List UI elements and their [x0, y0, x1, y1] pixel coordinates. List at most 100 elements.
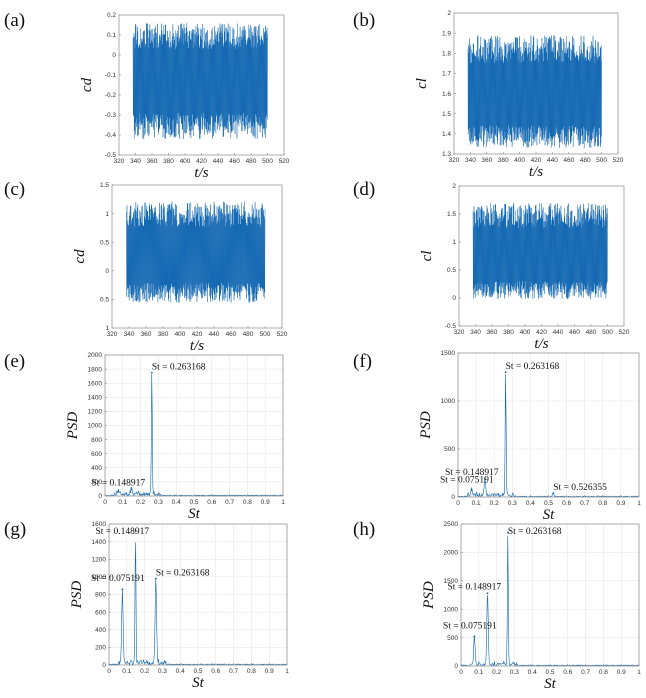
y-tick-label: 1000	[88, 423, 103, 430]
x-tick-label: 0.8	[599, 669, 608, 676]
x-tick-label: 400	[175, 331, 186, 338]
x-tick-label: 0.5	[545, 669, 554, 676]
y-tick-label: 1.3	[442, 151, 451, 158]
y-tick-label: 500	[444, 446, 455, 453]
y-axis-label: cd	[72, 249, 88, 264]
x-tick-label: 360	[141, 331, 152, 338]
y-tick-label: 1000	[92, 574, 107, 581]
panel-letter-e: (e)	[4, 351, 25, 372]
peak-annotation: St = 0.148917	[96, 527, 150, 537]
x-tick-label: 500	[260, 331, 271, 338]
peak-annotation: St = 0.263168	[152, 363, 206, 373]
panel-letter-c: (c)	[4, 179, 25, 200]
y-tick-label: 0.2	[107, 12, 116, 19]
panel-letter-g: (g)	[4, 519, 26, 540]
panel-letter-a: (a)	[4, 10, 25, 31]
x-tick-label: 320	[454, 329, 465, 336]
y-tick-label: 1200	[88, 409, 103, 416]
y-axis-label: PSD	[418, 411, 434, 440]
y-tick-label: 2000	[444, 550, 459, 557]
y-tick-label: 0	[454, 663, 458, 670]
x-axis-label: t/s	[529, 164, 543, 180]
x-tick-label: 0	[107, 668, 111, 675]
x-tick-label: 1	[637, 669, 641, 676]
y-tick-label: 2	[452, 183, 456, 190]
y-tick-label: 1000	[441, 398, 456, 405]
y-tick-label: 1500	[444, 578, 459, 585]
x-tick-label: 0.6	[563, 669, 572, 676]
y-tick-label: -0.2	[105, 92, 117, 99]
y-tick-label: 1.5	[447, 211, 456, 218]
psd-peak-point	[486, 592, 489, 595]
x-tick-label: 460	[569, 329, 580, 336]
y-tick-label: 1.7	[442, 71, 451, 78]
x-tick-label: 0.9	[265, 668, 274, 675]
peak-annotation: St = 0.075191	[443, 621, 497, 631]
x-tick-label: 440	[209, 331, 220, 338]
x-tick-label: 420	[536, 329, 547, 336]
y-tick-label: 0	[98, 493, 102, 500]
x-tick-label: 440	[553, 329, 564, 336]
x-tick-label: 460	[563, 157, 574, 164]
panel-letter-d: (d)	[353, 179, 375, 200]
y-tick-label: 0.1	[107, 32, 116, 39]
y-axis-label: PSD	[421, 581, 437, 610]
time-series-line	[126, 201, 266, 303]
x-tick-label: 0.9	[616, 500, 625, 507]
panel-letter-h: (h)	[353, 519, 375, 540]
y-tick-label: 800	[95, 592, 106, 599]
x-axis-label: St	[544, 676, 557, 692]
x-tick-label: 0.8	[598, 500, 607, 507]
y-tick-label: 1600	[92, 521, 107, 528]
x-tick-label: 420	[192, 331, 203, 338]
x-tick-label: 1	[285, 668, 289, 675]
x-tick-label: 0.9	[617, 669, 626, 676]
y-axis-label: PSD	[65, 412, 81, 441]
chart-7: 0 0.1 0.2 0.3 0.4 0.5 0.6 0.7 0.8 0.9 1 0 200 400 600 8…	[69, 521, 289, 691]
y-tick-label: 1.8	[442, 50, 451, 57]
psd-peak-point	[473, 635, 476, 638]
x-tick-label: 520	[277, 331, 288, 338]
x-tick-label: 0.7	[581, 669, 590, 676]
y-tick-label: 400	[91, 465, 102, 472]
x-tick-label: 400	[180, 158, 191, 165]
y-tick-label: 0	[452, 295, 456, 302]
y-tick-label: 1	[105, 211, 109, 218]
x-tick-label: 0.3	[508, 500, 517, 507]
y-tick-label: 600	[91, 451, 102, 458]
y-tick-label: 1.9	[442, 30, 451, 37]
x-tick-label: 520	[619, 329, 630, 336]
x-tick-label: 320	[114, 158, 125, 165]
x-tick-label: 400	[514, 157, 525, 164]
x-tick-label: 520	[279, 158, 290, 165]
x-tick-label: 0.9	[261, 499, 270, 506]
y-tick-label: 200	[95, 645, 106, 652]
x-tick-label: 0.8	[243, 499, 252, 506]
x-tick-label: 520	[613, 157, 624, 164]
y-tick-label: -0.5	[105, 152, 117, 159]
x-tick-label: 500	[602, 329, 613, 336]
x-tick-label: 500	[262, 158, 273, 165]
y-tick-label: -0.1	[105, 72, 117, 79]
x-tick-label: 480	[580, 157, 591, 164]
y-tick-label: 2	[447, 10, 451, 17]
x-axis-label: St	[192, 675, 205, 691]
peak-annotation: St = 0.526355	[553, 483, 607, 493]
peak-annotation: St = 0.148917	[92, 478, 146, 488]
y-tick-label: 1400	[92, 539, 107, 546]
panel-letter-b: (b)	[353, 10, 375, 31]
x-tick-label: 360	[487, 329, 498, 336]
x-tick-label: 0.8	[247, 668, 256, 675]
x-tick-label: 0.5	[193, 668, 202, 675]
x-tick-label: 320	[107, 331, 118, 338]
x-tick-label: 480	[246, 158, 257, 165]
chart-5: 0 0.1 0.2 0.3 0.4 0.5 0.6 0.7 0.8 0.9 1 0 200 400 600 8…	[65, 352, 285, 522]
x-tick-label: 1	[637, 500, 641, 507]
chart-4: 320 340 360 380 400 420 440 460 480 500 520 -0.5 0 0.…	[419, 183, 630, 352]
x-tick-label: 0.2	[136, 499, 145, 506]
x-tick-label: 400	[520, 329, 531, 336]
psd-peak-point	[121, 588, 124, 591]
time-series-line	[472, 202, 608, 300]
x-tick-label: 0.4	[176, 668, 185, 675]
